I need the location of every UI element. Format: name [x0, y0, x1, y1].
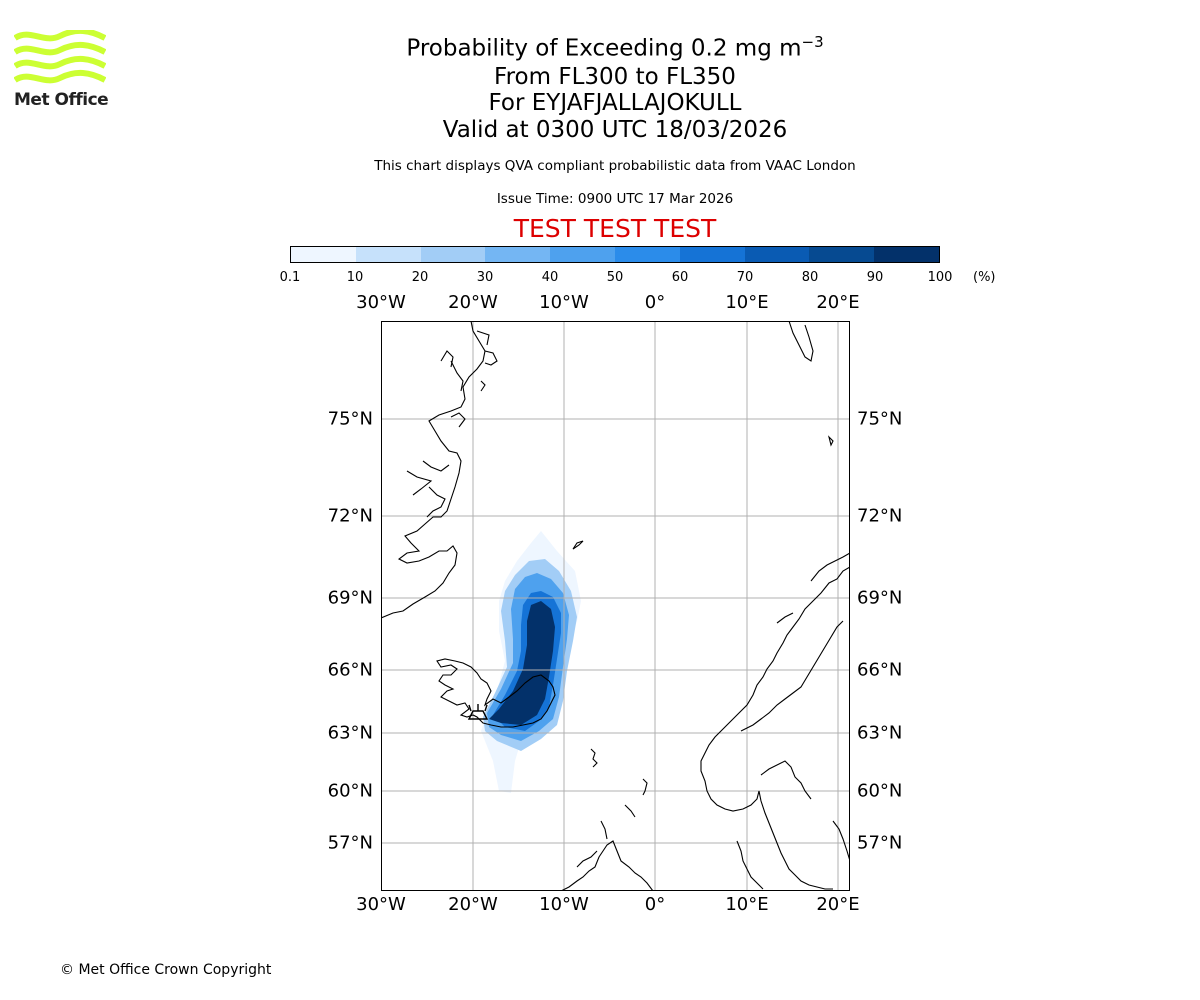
- test-banner: TEST TEST TEST: [513, 214, 717, 243]
- latitude-label-left: 63°N: [327, 722, 373, 744]
- copyright: © Met Office Crown Copyright: [60, 962, 272, 978]
- longitude-label-bottom: 10°W: [539, 894, 589, 915]
- longitude-label-top: 10°W: [539, 292, 589, 313]
- met-office-waves-icon: [13, 28, 107, 84]
- title-text: Probability of Exceeding 0.2 mg m: [406, 35, 802, 62]
- longitude-label-top: 20°E: [816, 292, 860, 313]
- latitude-label-right: 69°N: [857, 587, 903, 609]
- latitude-label-left: 72°N: [327, 505, 373, 527]
- latitude-label-right: 75°N: [857, 408, 903, 430]
- met-office-wordmark: Met Office: [14, 90, 109, 110]
- flight-levels: From FL300 to FL350: [494, 64, 736, 90]
- coastlines: [381, 321, 850, 891]
- volcano-marker-icon: [467, 704, 489, 720]
- iceland-coast: [436, 658, 556, 728]
- colorbar-segment: [809, 247, 875, 262]
- map: [381, 321, 850, 891]
- colorbar-tick-label: 60: [671, 270, 689, 285]
- colorbar-segment: [550, 247, 615, 262]
- issue-time: Issue Time: 0900 UTC 17 Mar 2026: [496, 191, 734, 207]
- colorbar-tick-label: 0.1: [279, 270, 301, 285]
- colorbar-segment: [485, 247, 551, 262]
- colorbar-segment: [744, 247, 810, 262]
- colorbar-segment: [420, 247, 486, 262]
- colorbar-tick-label: 100: [927, 270, 953, 285]
- shetland-coast: [642, 778, 648, 796]
- latitude-label-right: 60°N: [857, 780, 903, 802]
- longitude-label-bottom: 0°: [644, 894, 666, 915]
- longitude-label-bottom: 10°E: [725, 894, 769, 915]
- colorbar-tick-label: 80: [801, 270, 819, 285]
- latitude-label-left: 60°N: [327, 780, 373, 802]
- plume-probability-band: [489, 601, 555, 725]
- latitude-label-right: 63°N: [857, 722, 903, 744]
- latitude-label-right: 66°N: [857, 659, 903, 681]
- colorbar-tick-label: 90: [866, 270, 884, 285]
- longitude-label-bottom: 30°W: [356, 894, 406, 915]
- longitude-label-top: 0°: [644, 292, 666, 313]
- colorbar-segment: [614, 247, 680, 262]
- latitude-label-left: 66°N: [327, 659, 373, 681]
- longitude-label-top: 10°E: [725, 292, 769, 313]
- latitude-label-left: 57°N: [327, 832, 373, 854]
- colorbar-tick-label: 50: [606, 270, 624, 285]
- valid-time: Valid at 0300 UTC 18/03/2026: [442, 117, 788, 143]
- latitude-label-right: 57°N: [857, 832, 903, 854]
- longitude-label-bottom: 20°W: [448, 894, 498, 915]
- colorbar-tick-label: 10: [346, 270, 364, 285]
- chart-title: Probability of Exceeding 0.2 mg m−3: [0, 28, 1200, 63]
- chart-description: This chart displays QVA compliant probab…: [374, 158, 856, 174]
- norway-coast: [700, 566, 850, 890]
- title-exponent: −3: [801, 33, 824, 51]
- colorbar-segment: [355, 247, 421, 262]
- colorbar-segment: [679, 247, 745, 262]
- longitude-label-top: 30°W: [356, 292, 406, 313]
- colorbar-unit: (%): [973, 270, 996, 285]
- colorbar-tick-label: 20: [411, 270, 429, 285]
- colorbar-segment: [874, 247, 939, 262]
- latitude-label-left: 75°N: [327, 408, 373, 430]
- scotland-coast: [560, 840, 654, 891]
- map-frame: [381, 321, 850, 891]
- colorbar-segment: [291, 247, 356, 262]
- latitude-label-left: 69°N: [327, 587, 373, 609]
- greenland-coast: [381, 321, 486, 619]
- colorbar-tick-labels: 0.1 10 20 30 40 50 60 70 80 90 100: [280, 270, 953, 288]
- colorbar-tick-label: 40: [541, 270, 559, 285]
- volcano-name: For EYJAFJALLAJOKULL: [488, 90, 742, 116]
- graticule: [381, 321, 850, 891]
- faroe-coast: [590, 748, 598, 768]
- jan-mayen-coast: [572, 540, 584, 550]
- colorbar: [290, 246, 940, 263]
- latitude-label-right: 72°N: [857, 505, 903, 527]
- longitude-label-top: 20°W: [448, 292, 498, 313]
- met-office-logo: Met Office: [13, 28, 109, 112]
- colorbar-tick-label: 70: [736, 270, 754, 285]
- longitude-label-bottom: 20°E: [816, 894, 860, 915]
- colorbar-tick-label: 30: [476, 270, 494, 285]
- ash-probability-plume: [481, 531, 581, 793]
